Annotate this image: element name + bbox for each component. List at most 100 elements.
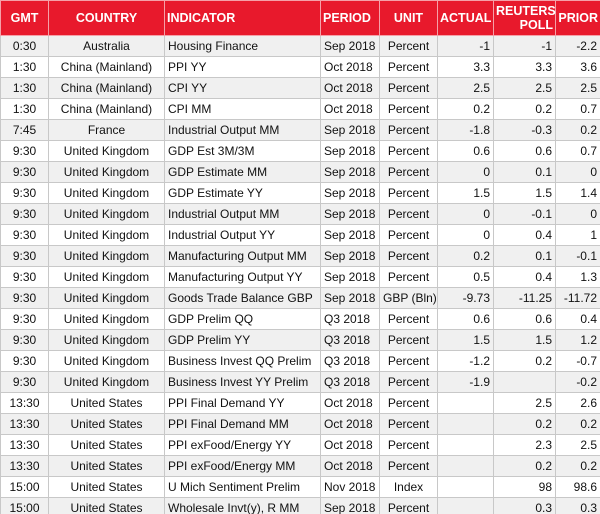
- unit-cell: Percent: [379, 203, 438, 225]
- country-cell: United Kingdom: [48, 266, 165, 288]
- gmt-cell: 9:30: [0, 140, 49, 162]
- period-cell: Oct 2018: [320, 77, 380, 99]
- poll-cell: -1: [493, 35, 556, 57]
- actual-cell: 0: [437, 161, 494, 183]
- unit-cell: GBP (Bln): [379, 287, 438, 309]
- prior-cell: 1.2: [555, 329, 600, 351]
- gmt-cell: 9:30: [0, 182, 49, 204]
- table-row: 0:30 Australia Housing Finance Sep 2018 Perc…: [0, 35, 600, 57]
- indicator-cell: Manufacturing Output MM: [164, 245, 321, 267]
- period-cell: Sep 2018: [320, 287, 380, 309]
- poll-cell: [493, 371, 556, 393]
- country-cell: United Kingdom: [48, 287, 165, 309]
- period-cell: Q3 2018: [320, 308, 380, 330]
- table-row: 13:30 United States PPI exFood/Energy YY Oc…: [0, 434, 600, 456]
- indicator-cell: GDP Prelim YY: [164, 329, 321, 351]
- country-cell: United Kingdom: [48, 182, 165, 204]
- period-cell: Oct 2018: [320, 413, 380, 435]
- actual-cell: 0: [437, 203, 494, 225]
- period-cell: Sep 2018: [320, 245, 380, 267]
- table-row: 7:45 France Industrial Output MM Sep 2018 Pe…: [0, 119, 600, 141]
- unit-cell: Percent: [379, 140, 438, 162]
- prior-cell: 3.6: [555, 56, 600, 78]
- country-cell: United Kingdom: [48, 203, 165, 225]
- unit-cell: Percent: [379, 98, 438, 120]
- indicator-cell: Business Invest QQ Prelim: [164, 350, 321, 372]
- period-cell: Oct 2018: [320, 434, 380, 456]
- period-cell: Oct 2018: [320, 455, 380, 477]
- unit-cell: Percent: [379, 35, 438, 57]
- prior-cell: 1.4: [555, 182, 600, 204]
- indicator-cell: CPI YY: [164, 77, 321, 99]
- poll-cell: 2.3: [493, 434, 556, 456]
- indicator-cell: U Mich Sentiment Prelim: [164, 476, 321, 498]
- unit-cell: Percent: [379, 161, 438, 183]
- country-cell: Australia: [48, 35, 165, 57]
- country-cell: United Kingdom: [48, 308, 165, 330]
- unit-cell: Percent: [379, 266, 438, 288]
- prior-cell: 2.5: [555, 77, 600, 99]
- unit-cell: Index: [379, 476, 438, 498]
- actual-cell: -1.2: [437, 350, 494, 372]
- actual-cell: 0.5: [437, 266, 494, 288]
- actual-cell: 2.5: [437, 77, 494, 99]
- actual-cell: [437, 413, 494, 435]
- unit-cell: Percent: [379, 350, 438, 372]
- period-cell: Sep 2018: [320, 35, 380, 57]
- prior-cell: 0: [555, 161, 600, 183]
- indicator-cell: Business Invest YY Prelim: [164, 371, 321, 393]
- gmt-cell: 9:30: [0, 329, 49, 351]
- country-cell: China (Mainland): [48, 56, 165, 78]
- gmt-cell: 9:30: [0, 308, 49, 330]
- country-cell: United States: [48, 413, 165, 435]
- gmt-cell: 13:30: [0, 413, 49, 435]
- table-row: 9:30 United Kingdom GDP Estimate MM Sep 201…: [0, 161, 600, 183]
- indicator-cell: Industrial Output YY: [164, 224, 321, 246]
- prior-cell: 98.6: [555, 476, 600, 498]
- country-cell: United Kingdom: [48, 350, 165, 372]
- column-header: PRIOR: [555, 0, 600, 36]
- column-header: ACTUAL: [437, 0, 494, 36]
- indicator-cell: Wholesale Invt(y), R MM: [164, 497, 321, 514]
- actual-cell: 0.6: [437, 140, 494, 162]
- unit-cell: Percent: [379, 392, 438, 414]
- column-header: COUNTRY: [48, 0, 165, 36]
- actual-cell: -1.8: [437, 119, 494, 141]
- indicator-cell: PPI Final Demand YY: [164, 392, 321, 414]
- actual-cell: -1.9: [437, 371, 494, 393]
- table-row: 9:30 United Kingdom Industrial Output YY Se…: [0, 224, 600, 246]
- table-row: 1:30 China (Mainland) CPI YY Oct 2018 Percen…: [0, 77, 600, 99]
- prior-cell: 0.2: [555, 413, 600, 435]
- table-row: 9:30 United Kingdom GDP Prelim YY Q3 2018 Pe…: [0, 329, 600, 351]
- country-cell: United Kingdom: [48, 161, 165, 183]
- prior-cell: 0.7: [555, 98, 600, 120]
- actual-cell: [437, 392, 494, 414]
- gmt-cell: 0:30: [0, 35, 49, 57]
- indicator-cell: PPI Final Demand MM: [164, 413, 321, 435]
- unit-cell: Percent: [379, 455, 438, 477]
- actual-cell: -9.73: [437, 287, 494, 309]
- country-cell: China (Mainland): [48, 77, 165, 99]
- gmt-cell: 1:30: [0, 56, 49, 78]
- actual-cell: 1.5: [437, 329, 494, 351]
- unit-cell: Percent: [379, 224, 438, 246]
- actual-cell: 3.3: [437, 56, 494, 78]
- table-row: 9:30 United Kingdom GDP Prelim QQ Q3 2018 Pe…: [0, 308, 600, 330]
- indicator-cell: Manufacturing Output YY: [164, 266, 321, 288]
- table-body: 0:30 Australia Housing Finance Sep 2018 Perc…: [0, 35, 600, 514]
- gmt-cell: 13:30: [0, 455, 49, 477]
- prior-cell: 2.5: [555, 434, 600, 456]
- country-cell: United States: [48, 434, 165, 456]
- prior-cell: 0.4: [555, 308, 600, 330]
- poll-cell: 2.5: [493, 392, 556, 414]
- prior-cell: -0.1: [555, 245, 600, 267]
- country-cell: United Kingdom: [48, 140, 165, 162]
- poll-cell: 0.4: [493, 224, 556, 246]
- indicator-cell: PPI exFood/Energy MM: [164, 455, 321, 477]
- indicator-cell: Housing Finance: [164, 35, 321, 57]
- table-row: 1:30 China (Mainland) CPI MM Oct 2018 Percen…: [0, 98, 600, 120]
- prior-cell: 0.2: [555, 455, 600, 477]
- actual-cell: -1: [437, 35, 494, 57]
- prior-cell: 0.7: [555, 140, 600, 162]
- poll-cell: 98: [493, 476, 556, 498]
